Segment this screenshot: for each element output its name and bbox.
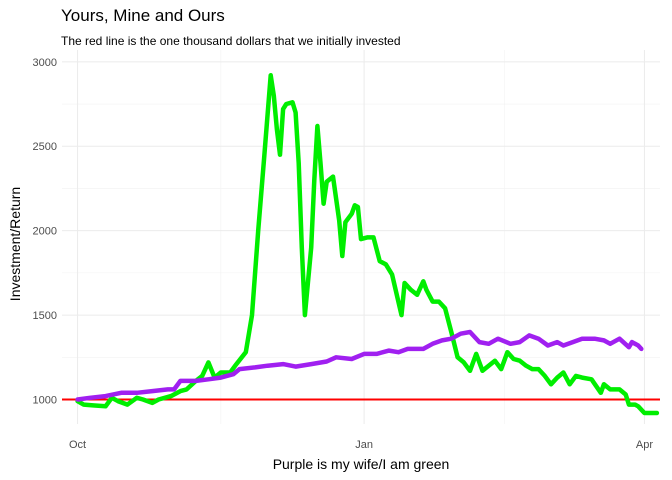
y-tick-label: 2000: [33, 226, 57, 238]
series-line-purple: [75, 329, 644, 402]
y-tick-label: 2500: [33, 141, 57, 153]
y-tick-label: 1500: [33, 310, 57, 322]
y-tick-label: 1000: [33, 395, 57, 407]
chart-subtitle: The red line is the one thousand dollars…: [61, 34, 401, 48]
x-axis-label: Purple is my wife/I am green: [272, 456, 450, 472]
x-tick-labels: Oct Jan Apr: [69, 439, 653, 451]
series-lines: [75, 73, 660, 416]
y-axis-label: Investment/Return: [7, 186, 23, 302]
x-tick-label: Apr: [636, 439, 653, 451]
x-tick-label: Oct: [69, 439, 86, 451]
series-line-green: [75, 73, 660, 416]
y-tick-labels: 1000 1500 2000 2500 3000: [33, 57, 57, 407]
x-tick-label: Jan: [355, 439, 373, 451]
y-tick-label: 3000: [33, 57, 57, 69]
chart-title: Yours, Mine and Ours: [61, 6, 225, 25]
